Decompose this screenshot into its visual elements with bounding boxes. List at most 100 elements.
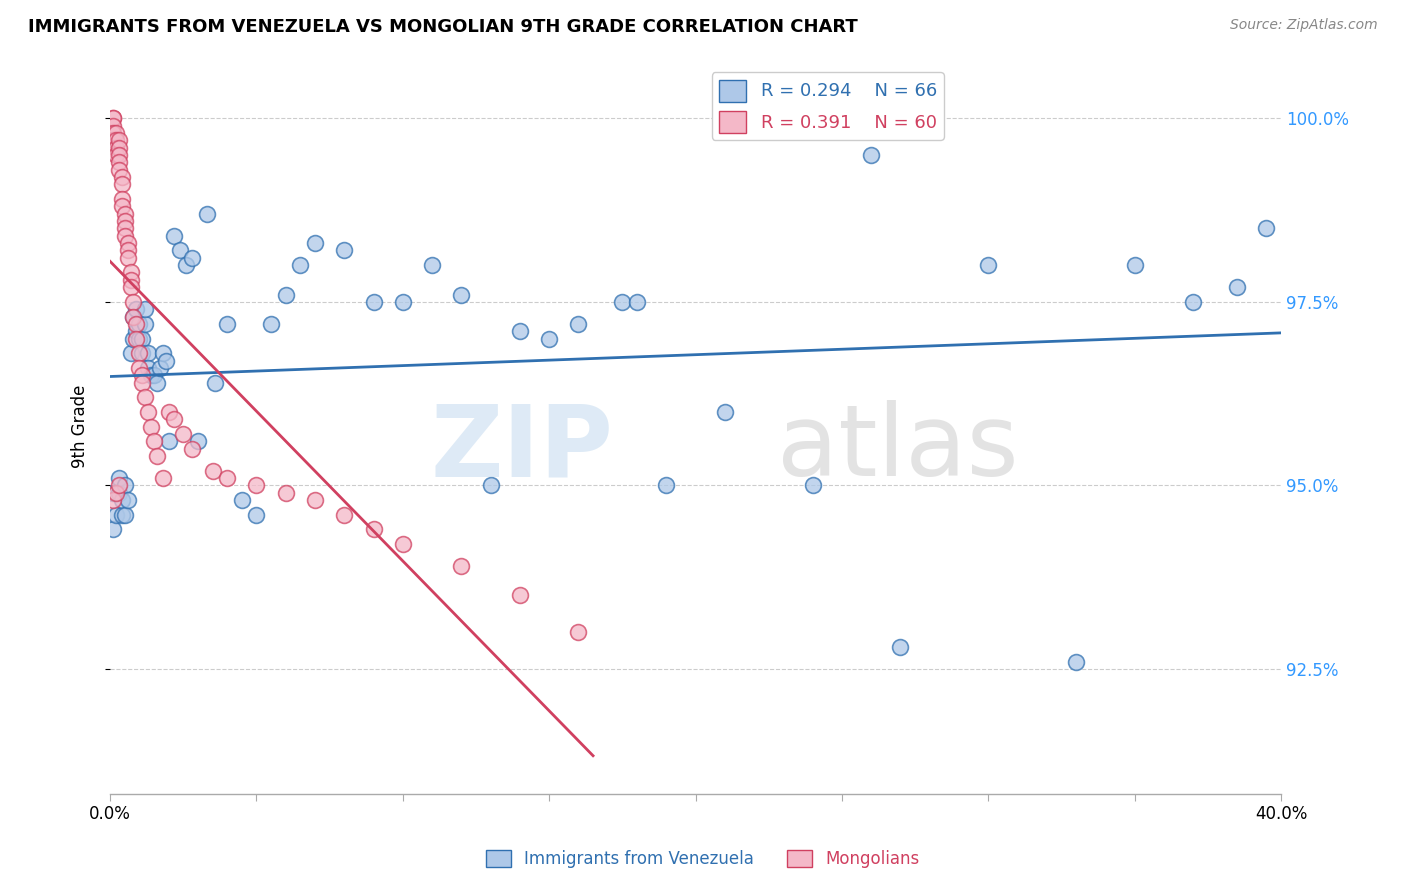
Point	[204, 376, 226, 390]
Point	[114, 214, 136, 228]
Point	[111, 493, 134, 508]
Point	[363, 294, 385, 309]
Point	[450, 559, 472, 574]
Text: Source: ZipAtlas.com: Source: ZipAtlas.com	[1230, 18, 1378, 32]
Point	[108, 141, 131, 155]
Point	[626, 294, 648, 309]
Text: ZIP: ZIP	[430, 401, 613, 497]
Point	[860, 148, 883, 162]
Point	[122, 294, 145, 309]
Point	[139, 419, 162, 434]
Point	[245, 508, 267, 522]
Point	[136, 405, 159, 419]
Point	[125, 332, 148, 346]
Point	[101, 485, 124, 500]
Point	[274, 287, 297, 301]
Point	[509, 589, 531, 603]
Point	[101, 493, 124, 508]
Y-axis label: 9th Grade: 9th Grade	[72, 385, 89, 468]
Point	[114, 228, 136, 243]
Point	[114, 508, 136, 522]
Point	[131, 346, 153, 360]
Point	[128, 346, 150, 360]
Point	[217, 317, 239, 331]
Point	[108, 162, 131, 177]
Point	[101, 112, 124, 126]
Point	[195, 207, 218, 221]
Point	[1256, 221, 1278, 235]
Point	[479, 478, 502, 492]
Point	[136, 346, 159, 360]
Point	[713, 405, 735, 419]
Point	[1226, 280, 1249, 294]
Point	[104, 126, 127, 140]
Point	[111, 508, 134, 522]
Point	[120, 265, 142, 279]
Point	[391, 537, 413, 551]
Point	[128, 360, 150, 375]
Point	[104, 485, 127, 500]
Point	[509, 324, 531, 338]
Point	[245, 478, 267, 492]
Point	[128, 332, 150, 346]
Text: IMMIGRANTS FROM VENEZUELA VS MONGOLIAN 9TH GRADE CORRELATION CHART: IMMIGRANTS FROM VENEZUELA VS MONGOLIAN 9…	[28, 18, 858, 36]
Point	[101, 112, 124, 126]
Point	[274, 485, 297, 500]
Point	[134, 302, 156, 317]
Point	[157, 434, 180, 449]
Point	[111, 192, 134, 206]
Point	[538, 332, 561, 346]
Point	[169, 244, 191, 258]
Point	[260, 317, 283, 331]
Point	[567, 625, 589, 640]
Point	[111, 199, 134, 213]
Point	[181, 442, 204, 456]
Point	[172, 427, 194, 442]
Point	[101, 523, 124, 537]
Point	[139, 368, 162, 383]
Point	[131, 368, 153, 383]
Point	[136, 360, 159, 375]
Point	[1182, 294, 1205, 309]
Point	[152, 346, 174, 360]
Point	[120, 273, 142, 287]
Point	[655, 478, 678, 492]
Legend: Immigrants from Venezuela, Mongolians: Immigrants from Venezuela, Mongolians	[479, 843, 927, 875]
Point	[101, 119, 124, 133]
Point	[108, 471, 131, 485]
Point	[174, 258, 197, 272]
Point	[231, 493, 253, 508]
Point	[134, 317, 156, 331]
Point	[290, 258, 312, 272]
Point	[114, 478, 136, 492]
Point	[155, 353, 177, 368]
Text: atlas: atlas	[778, 401, 1019, 497]
Point	[104, 141, 127, 155]
Point	[108, 148, 131, 162]
Point	[125, 302, 148, 317]
Point	[450, 287, 472, 301]
Point	[977, 258, 1000, 272]
Point	[111, 178, 134, 192]
Point	[157, 405, 180, 419]
Point	[104, 148, 127, 162]
Point	[117, 251, 139, 265]
Point	[567, 317, 589, 331]
Point	[122, 332, 145, 346]
Point	[128, 317, 150, 331]
Point	[101, 133, 124, 147]
Point	[117, 244, 139, 258]
Point	[122, 310, 145, 324]
Point	[108, 485, 131, 500]
Point	[333, 244, 356, 258]
Point	[304, 493, 326, 508]
Point	[163, 412, 186, 426]
Point	[111, 169, 134, 184]
Point	[134, 390, 156, 404]
Point	[114, 221, 136, 235]
Point	[1123, 258, 1146, 272]
Point	[152, 471, 174, 485]
Point	[612, 294, 634, 309]
Point	[146, 449, 169, 463]
Point	[104, 508, 127, 522]
